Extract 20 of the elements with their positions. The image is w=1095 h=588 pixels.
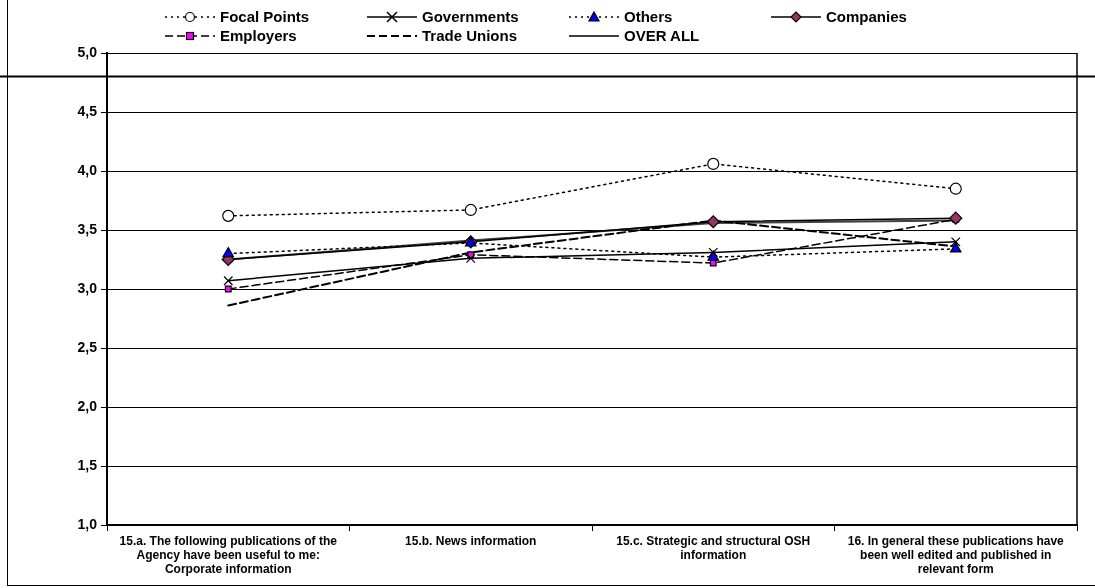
legend-label: Employers — [220, 27, 297, 44]
legend-label: Governments — [422, 8, 519, 25]
legend-label: Companies — [826, 8, 907, 25]
legend-label: Others — [624, 8, 673, 25]
x-tick-label: 15.b. News information — [405, 533, 537, 548]
y-tick-label: 4,5 — [77, 102, 98, 119]
y-tick-label: 5,0 — [77, 43, 98, 60]
x-tick-label: 16. In general these publications have been well edited and published in relevant form — [847, 533, 1065, 577]
legend-label: Trade Unions — [422, 27, 518, 44]
y-tick-label: 2,5 — [77, 338, 98, 355]
x-tick-label: 15.a. The following publications of the Agency have been useful to me: Corporate information — [119, 533, 338, 577]
y-tick-label: 1,5 — [77, 456, 98, 473]
y-tick-label: 3,0 — [77, 279, 98, 296]
y-tick-label: 3,5 — [77, 220, 98, 237]
y-tick-label: 2,0 — [77, 397, 98, 414]
y-tick-label: 4,0 — [77, 161, 98, 178]
legend-label: Focal Points — [220, 8, 310, 25]
x-tick-label: 15.c. Strategic and structural OSH information — [616, 533, 811, 562]
y-tick-label: 1,0 — [77, 515, 98, 532]
legend-label: OVER ALL — [624, 27, 700, 44]
